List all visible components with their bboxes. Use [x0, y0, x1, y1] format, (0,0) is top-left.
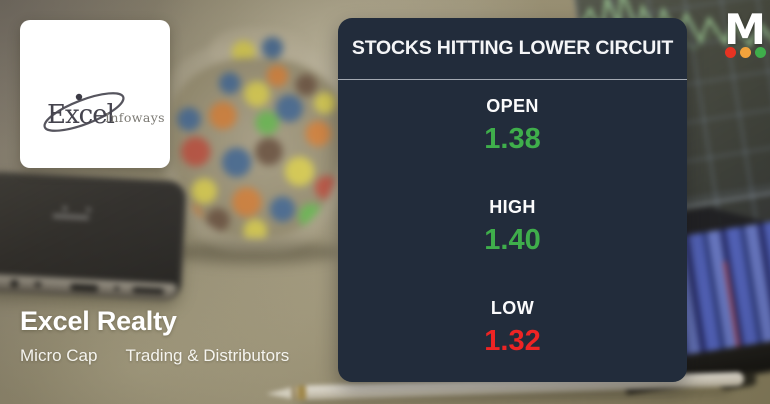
stat-row-open: OPEN 1.38: [338, 80, 687, 181]
candies: [172, 58, 342, 238]
logo-text-primary: Excel: [47, 100, 115, 130]
usb-port: [70, 283, 99, 292]
brand-dot-red: [724, 47, 736, 58]
stats-card: STOCKS HITTING LOWER CIRCUIT OPEN 1.38 H…: [338, 18, 687, 382]
brand-dot-green: [754, 47, 766, 58]
stat-label-high: HIGH: [489, 197, 536, 217]
logo-text-secondary: Infoways Ltd: [105, 110, 170, 125]
brand-dots: [722, 47, 768, 58]
stat-row-high: HIGH 1.40: [338, 181, 687, 282]
stylus-gold-band: [296, 385, 307, 400]
company-logo-card: Excel Infoways Ltd: [20, 20, 191, 168]
stylus-tip: [265, 387, 294, 400]
company-tags: Micro Cap Trading & Distributors: [20, 346, 289, 366]
logo-dot: [75, 93, 83, 101]
stat-value-high: 1.40: [484, 224, 541, 256]
stat-row-low: LOW 1.32: [338, 282, 687, 383]
candy-jar: [160, 28, 354, 252]
smartphone: [0, 170, 188, 302]
brand-mark: M: [722, 5, 768, 58]
stat-value-low: 1.32: [484, 325, 541, 357]
phone-screen-glow: [52, 200, 118, 234]
mic-hole: [34, 281, 42, 287]
excel-infoways-logo: Excel Infoways Ltd: [43, 92, 191, 132]
tag-sector: Trading & Distributors: [125, 346, 290, 365]
stat-value-open: 1.38: [484, 123, 541, 155]
brand-dot-orange: [739, 47, 751, 58]
headphone-jack: [10, 279, 19, 288]
tag-market-cap: Micro Cap: [20, 346, 98, 365]
logo-swoosh: [43, 92, 125, 132]
stat-label-open: OPEN: [486, 96, 539, 116]
footer-company-info: Excel Realty Micro Cap Trading & Distrib…: [20, 306, 289, 366]
screw: [114, 285, 120, 292]
speaker-grille: [132, 286, 165, 295]
stats-card-title: STOCKS HITTING LOWER CIRCUIT: [351, 37, 674, 59]
stat-label-low: LOW: [490, 298, 535, 318]
stats-card-header: STOCKS HITTING LOWER CIRCUIT: [338, 18, 687, 80]
brand-m-letter: M: [724, 5, 766, 54]
company-name: Excel Realty: [20, 306, 177, 336]
stylus-band-dark: [291, 386, 296, 401]
